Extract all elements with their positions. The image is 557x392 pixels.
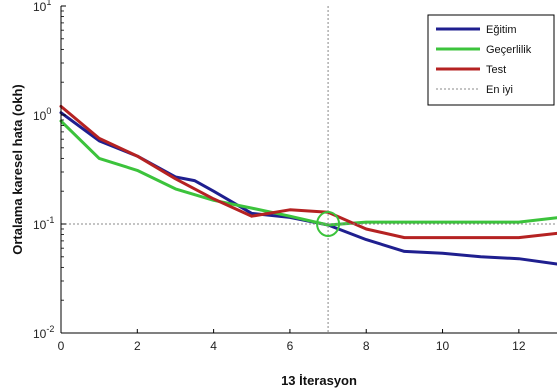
y-axis-title: Ortalama karesel hata (okh) xyxy=(10,84,25,255)
y-tick-base: 10 xyxy=(33,109,47,123)
y-tick-label: 10-2 xyxy=(33,324,54,341)
x-tick-label: 12 xyxy=(512,339,526,353)
y-tick-base: 10 xyxy=(33,0,47,14)
y-tick-label: 100 xyxy=(33,106,51,123)
x-tick-label: 0 xyxy=(58,339,65,353)
x-axis-title: 13 İterasyon xyxy=(281,373,357,388)
series-lines xyxy=(59,104,557,266)
legend-entry-best-label: En iyi xyxy=(486,84,513,96)
x-tick-label: 4 xyxy=(210,339,217,353)
x-tick-label: 8 xyxy=(363,339,370,353)
y-tick-label: 101 xyxy=(33,0,51,14)
y-tick-exponent: 1 xyxy=(46,0,51,7)
legend: Eğitim Geçerlilik Test En iyi xyxy=(427,14,555,106)
y-tick-label: 10-1 xyxy=(33,215,54,232)
best-point-marker xyxy=(316,211,341,237)
y-tick-base: 10 xyxy=(33,218,47,232)
series-line-2 xyxy=(59,104,557,240)
y-tick-exponent: 0 xyxy=(46,106,51,116)
legend-entry-2-label: Test xyxy=(486,64,506,76)
y-tick-exponent: -1 xyxy=(46,215,54,225)
y-tick-base: 10 xyxy=(33,327,47,341)
legend-entry-0-label: Eğitim xyxy=(486,24,517,36)
x-tick-label: 10 xyxy=(436,339,450,353)
legend-entry-1-label: Geçerlilik xyxy=(486,44,532,56)
x-tick-label: 2 xyxy=(134,339,141,353)
y-tick-exponent: -2 xyxy=(46,324,54,334)
best-markers xyxy=(61,6,557,333)
series-line-1 xyxy=(59,119,557,227)
x-tick-label: 6 xyxy=(287,339,294,353)
